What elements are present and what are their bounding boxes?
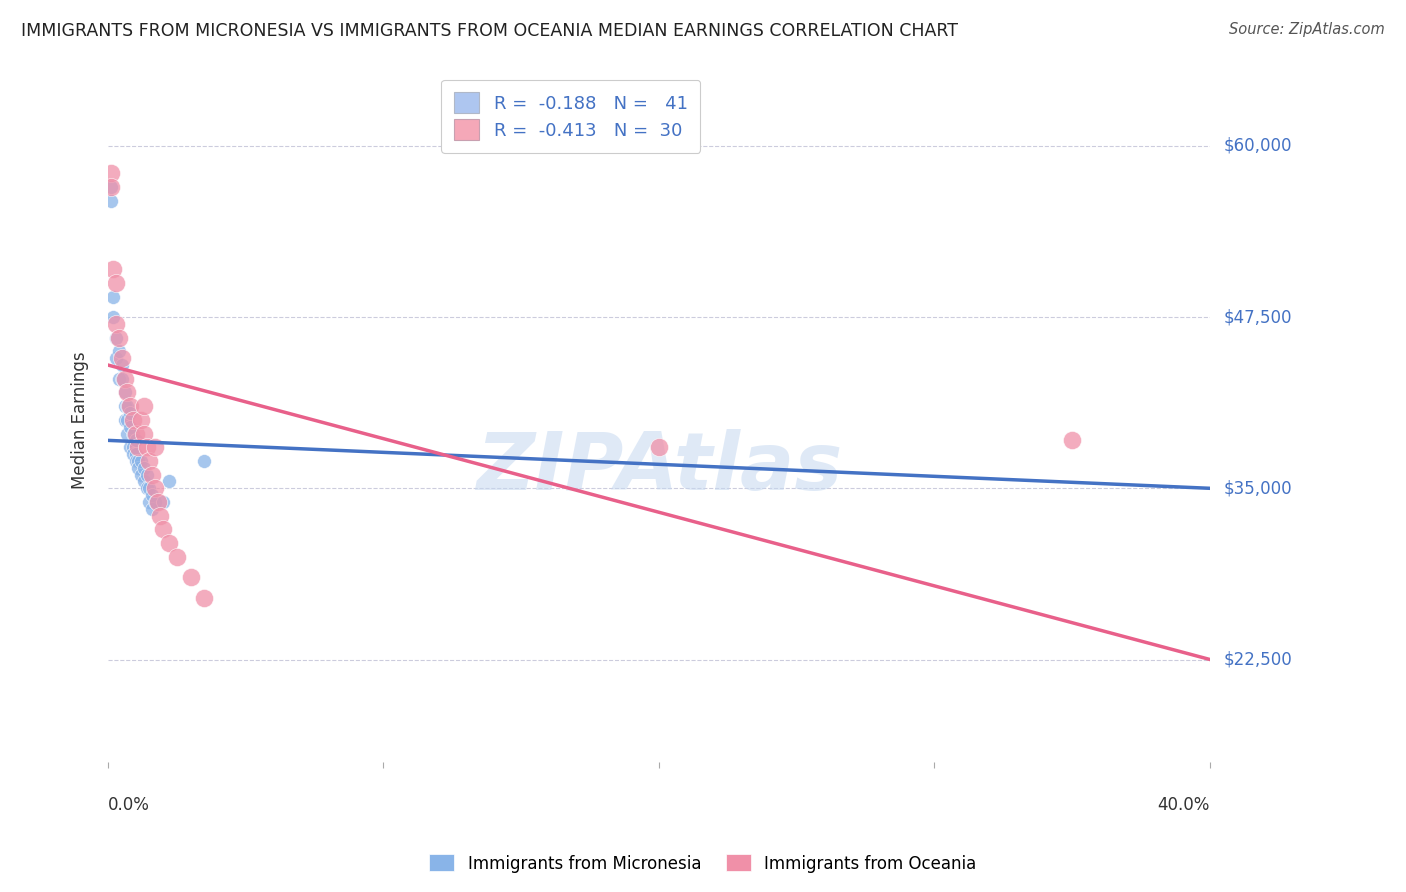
Point: [114, 413, 136, 427]
Text: 0.0%: 0.0%: [108, 797, 150, 814]
Point: [157, 475, 180, 489]
Point: [124, 434, 146, 448]
Point: [141, 501, 163, 516]
Point: [103, 289, 125, 303]
Point: [152, 495, 174, 509]
Point: [100, 180, 122, 194]
Point: [114, 399, 136, 413]
Point: [152, 522, 174, 536]
Point: [141, 467, 163, 482]
Point: [105, 317, 128, 331]
Point: [180, 570, 202, 584]
Point: [121, 440, 143, 454]
Point: [118, 440, 141, 454]
Point: [124, 447, 146, 461]
Point: [146, 495, 169, 509]
Point: [108, 331, 131, 345]
Text: IMMIGRANTS FROM MICRONESIA VS IMMIGRANTS FROM OCEANIA MEDIAN EARNINGS CORRELATIO: IMMIGRANTS FROM MICRONESIA VS IMMIGRANTS…: [21, 22, 957, 40]
Point: [117, 399, 139, 413]
Point: [121, 426, 143, 441]
Point: [103, 262, 125, 277]
Point: [1062, 434, 1084, 448]
Point: [117, 413, 139, 427]
Point: [121, 413, 143, 427]
Point: [108, 372, 131, 386]
Point: [138, 495, 160, 509]
Text: 40.0%: 40.0%: [1157, 797, 1211, 814]
Point: [132, 399, 155, 413]
Point: [138, 481, 160, 495]
Point: [127, 454, 149, 468]
Point: [108, 344, 131, 359]
Point: [124, 426, 146, 441]
Point: [111, 358, 134, 372]
Point: [132, 460, 155, 475]
Point: [129, 467, 152, 482]
Legend: Immigrants from Micronesia, Immigrants from Oceania: Immigrants from Micronesia, Immigrants f…: [423, 847, 983, 880]
Point: [118, 406, 141, 420]
Point: [117, 426, 139, 441]
Point: [143, 440, 166, 454]
Text: $60,000: $60,000: [1223, 136, 1292, 155]
Text: Source: ZipAtlas.com: Source: ZipAtlas.com: [1229, 22, 1385, 37]
Point: [114, 372, 136, 386]
Point: [103, 310, 125, 325]
Point: [135, 467, 157, 482]
Point: [143, 495, 166, 509]
Point: [135, 440, 157, 454]
Legend: R =  -0.188   N =   41, R =  -0.413   N =  30: R = -0.188 N = 41, R = -0.413 N = 30: [441, 79, 700, 153]
Text: $35,000: $35,000: [1223, 479, 1292, 498]
Point: [111, 351, 134, 366]
Point: [127, 440, 149, 454]
Point: [105, 276, 128, 290]
Point: [132, 426, 155, 441]
Point: [100, 180, 122, 194]
Point: [105, 331, 128, 345]
Point: [124, 454, 146, 468]
Point: [127, 460, 149, 475]
Point: [129, 454, 152, 468]
Point: [105, 351, 128, 366]
Y-axis label: Median Earnings: Median Earnings: [72, 351, 89, 489]
Point: [141, 488, 163, 502]
Text: $22,500: $22,500: [1223, 650, 1292, 668]
Point: [121, 447, 143, 461]
Point: [100, 166, 122, 180]
Text: $47,500: $47,500: [1223, 308, 1292, 326]
Point: [132, 475, 155, 489]
Point: [111, 372, 134, 386]
Point: [114, 385, 136, 400]
Point: [118, 419, 141, 434]
Point: [135, 481, 157, 495]
Point: [118, 399, 141, 413]
Point: [193, 591, 215, 605]
Point: [193, 454, 215, 468]
Point: [157, 536, 180, 550]
Point: [100, 194, 122, 208]
Point: [648, 440, 671, 454]
Point: [143, 481, 166, 495]
Point: [149, 508, 172, 523]
Point: [166, 549, 188, 564]
Point: [129, 413, 152, 427]
Point: [117, 385, 139, 400]
Point: [138, 454, 160, 468]
Text: ZIPAtlas: ZIPAtlas: [475, 429, 842, 507]
